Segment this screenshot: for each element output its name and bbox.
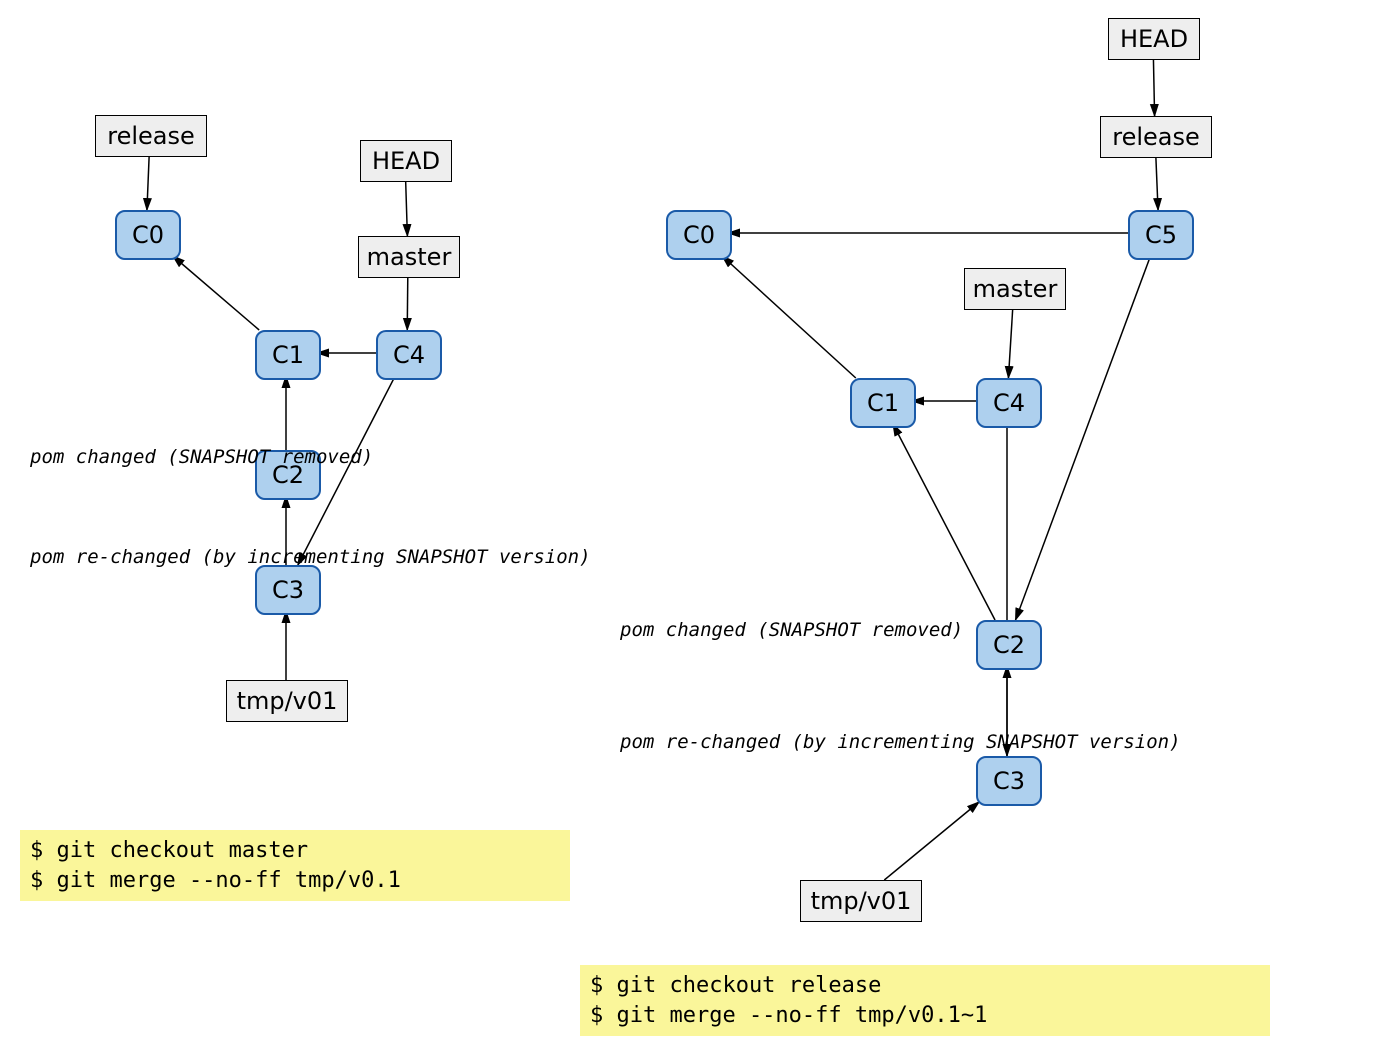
commit-c2-right: C2 bbox=[976, 620, 1042, 670]
commit-c0-right: C0 bbox=[666, 210, 732, 260]
commit-c3-right: C3 bbox=[976, 756, 1042, 806]
commit-c3-left: C3 bbox=[255, 565, 321, 615]
ref-master-right: master bbox=[964, 268, 1066, 310]
commit-c5-right: C5 bbox=[1128, 210, 1194, 260]
command-right: $ git checkout release $ git merge --no-… bbox=[580, 965, 1270, 1036]
commit-c4-right: C4 bbox=[976, 378, 1042, 428]
note-c3-right: pom re-changed (by incrementing SNAPSHOT… bbox=[620, 730, 1181, 755]
ref-tmp-right: tmp/v01 bbox=[800, 880, 922, 922]
commit-c1-left: C1 bbox=[255, 330, 321, 380]
commit-c0-left: C0 bbox=[115, 210, 181, 260]
ref-release-left: release bbox=[95, 115, 207, 157]
ref-release-right: release bbox=[1100, 116, 1212, 158]
commit-c1-right: C1 bbox=[850, 378, 916, 428]
note-c2-right: pom changed (SNAPSHOT removed) bbox=[620, 618, 963, 643]
ref-master-left: master bbox=[358, 236, 460, 278]
command-left: $ git checkout master $ git merge --no-f… bbox=[20, 830, 570, 901]
ref-tmp-left: tmp/v01 bbox=[226, 680, 348, 722]
ref-head-right: HEAD bbox=[1108, 18, 1200, 60]
note-c3-left: pom re-changed (by incrementing SNAPSHOT… bbox=[30, 545, 591, 570]
note-c2-left: pom changed (SNAPSHOT removed) bbox=[30, 445, 373, 470]
commit-c4-left: C4 bbox=[376, 330, 442, 380]
ref-head-left: HEAD bbox=[360, 140, 452, 182]
